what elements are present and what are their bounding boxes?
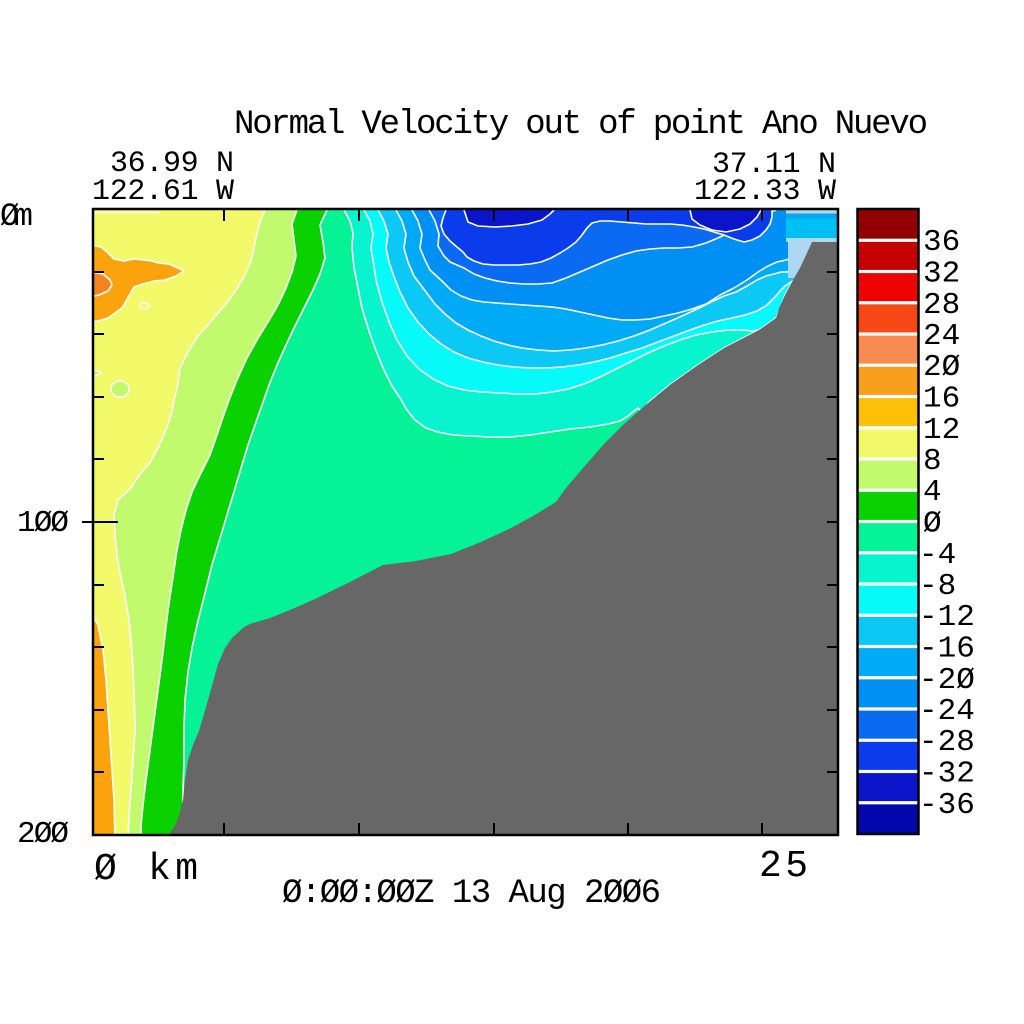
svg-text:-24: -24 — [919, 694, 975, 729]
svg-text:36: 36 — [923, 225, 960, 260]
svg-text:-16: -16 — [919, 632, 975, 667]
svg-text:-28: -28 — [919, 725, 975, 760]
svg-text:28: 28 — [923, 288, 960, 323]
svg-text:-8: -8 — [919, 569, 956, 604]
svg-text:16: 16 — [923, 382, 960, 417]
svg-text:Øm: Øm — [0, 198, 33, 235]
svg-text:8: 8 — [923, 444, 942, 479]
svg-text:-36: -36 — [919, 788, 975, 823]
svg-text:36.99 N: 36.99 N — [110, 147, 234, 181]
svg-text:2ØØ: 2ØØ — [17, 817, 69, 852]
svg-text:-4: -4 — [919, 538, 956, 573]
svg-text:32: 32 — [923, 257, 960, 292]
svg-text:122.61 W: 122.61 W — [92, 175, 234, 209]
svg-text:Ø:ØØ:ØØZ 13 Aug 2ØØ6: Ø:ØØ:ØØZ 13 Aug 2ØØ6 — [282, 875, 661, 913]
svg-text:122.33 W: 122.33 W — [694, 175, 836, 209]
svg-text:2Ø: 2Ø — [923, 350, 960, 385]
svg-text:24: 24 — [923, 319, 960, 354]
svg-text:37.11 N: 37.11 N — [712, 148, 836, 182]
svg-text:Ø: Ø — [923, 507, 942, 542]
svg-text:Normal Velocity out of point A: Normal Velocity out of point Ano Nuevo — [234, 106, 928, 144]
svg-text:-2Ø: -2Ø — [919, 663, 975, 698]
svg-text:4: 4 — [923, 475, 942, 510]
svg-text:-32: -32 — [919, 757, 975, 792]
svg-text:12: 12 — [923, 413, 960, 448]
svg-text:1ØØ: 1ØØ — [17, 506, 69, 541]
svg-text:-12: -12 — [919, 600, 975, 635]
